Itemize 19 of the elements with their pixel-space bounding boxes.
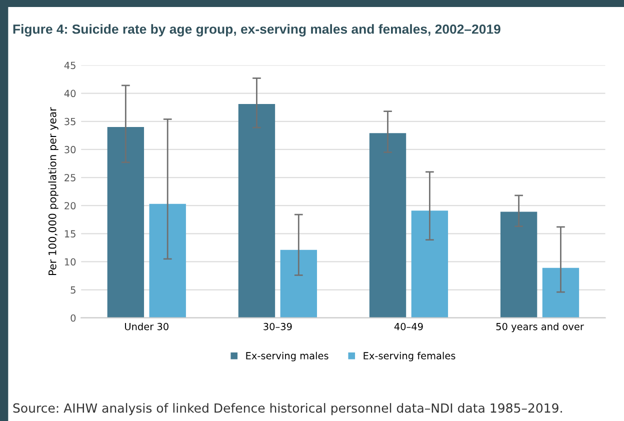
x-tick-label: 40–49 [394,322,423,330]
source-note: Source: AIHW analysis of linked Defence historical personnel data–NDI data 1985–2019. [13,403,562,416]
legend-label: Ex-serving males [246,352,328,362]
y-tick-label: 15 [64,230,76,238]
y-tick-label: 40 [64,90,76,98]
chart-title: Figure 4: Suicide rate by age group, ex-serving males and females, 2002–2019 [13,24,500,36]
y-axis-title: Per 100,000 population per year [48,107,58,275]
y-tick-label: 30 [64,146,76,154]
legend-label: Ex-serving females [364,352,456,362]
y-tick-label: 35 [64,118,76,126]
y-tick-label: 0 [70,314,76,322]
y-tick-label: 10 [64,258,76,266]
y-tick-label: 25 [64,174,76,182]
y-tick-label: 5 [70,286,76,294]
x-tick-label: 30–39 [264,322,292,330]
y-tick-label: 45 [64,62,76,70]
y-tick-label: 20 [64,202,76,210]
x-tick-label: Under 30 [125,322,168,330]
x-tick-label: 50 years and over [496,322,584,332]
